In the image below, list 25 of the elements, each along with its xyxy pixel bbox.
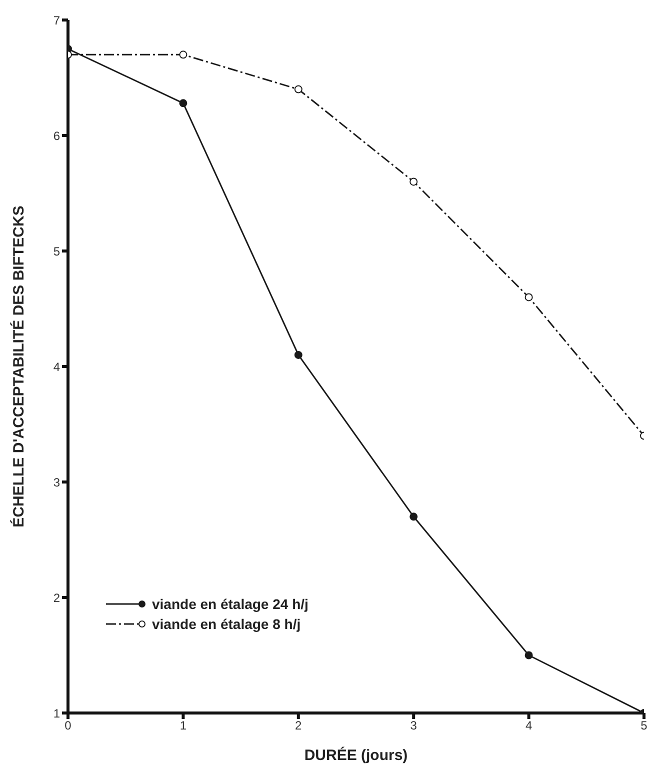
y-tick-label: 3 xyxy=(53,475,60,490)
y-tick-label: 7 xyxy=(53,13,60,28)
y-tick-label: 6 xyxy=(53,128,60,143)
y-tick-label: 1 xyxy=(53,706,60,720)
y-tick-label: 5 xyxy=(53,244,60,258)
x-tick-label: 2 xyxy=(295,718,302,733)
point xyxy=(294,85,302,94)
legend-label: viande en étalage 8 h/j xyxy=(152,616,301,632)
y-tick-label: 4 xyxy=(53,360,60,374)
x-tick-label: 0 xyxy=(64,718,72,733)
y-tick-label: 2 xyxy=(53,590,60,605)
point xyxy=(410,512,418,521)
point xyxy=(410,178,418,186)
x-axis-title: DURÉE (jours) xyxy=(304,746,408,764)
point xyxy=(524,293,533,302)
point xyxy=(294,350,302,359)
x-tick-label: 1 xyxy=(180,718,187,733)
x-tick-label: 4 xyxy=(525,718,532,733)
y-axis-title: ÉCHELLE D'ACCEPTABILITÉ DES BIFTECKS xyxy=(9,206,28,528)
legend-label: viande en étalage 24 h/j xyxy=(152,596,308,612)
x-tick-label: 5 xyxy=(640,718,648,733)
point xyxy=(524,651,533,660)
x-tick-label: 3 xyxy=(410,718,418,733)
point xyxy=(179,50,188,59)
point xyxy=(179,99,188,108)
